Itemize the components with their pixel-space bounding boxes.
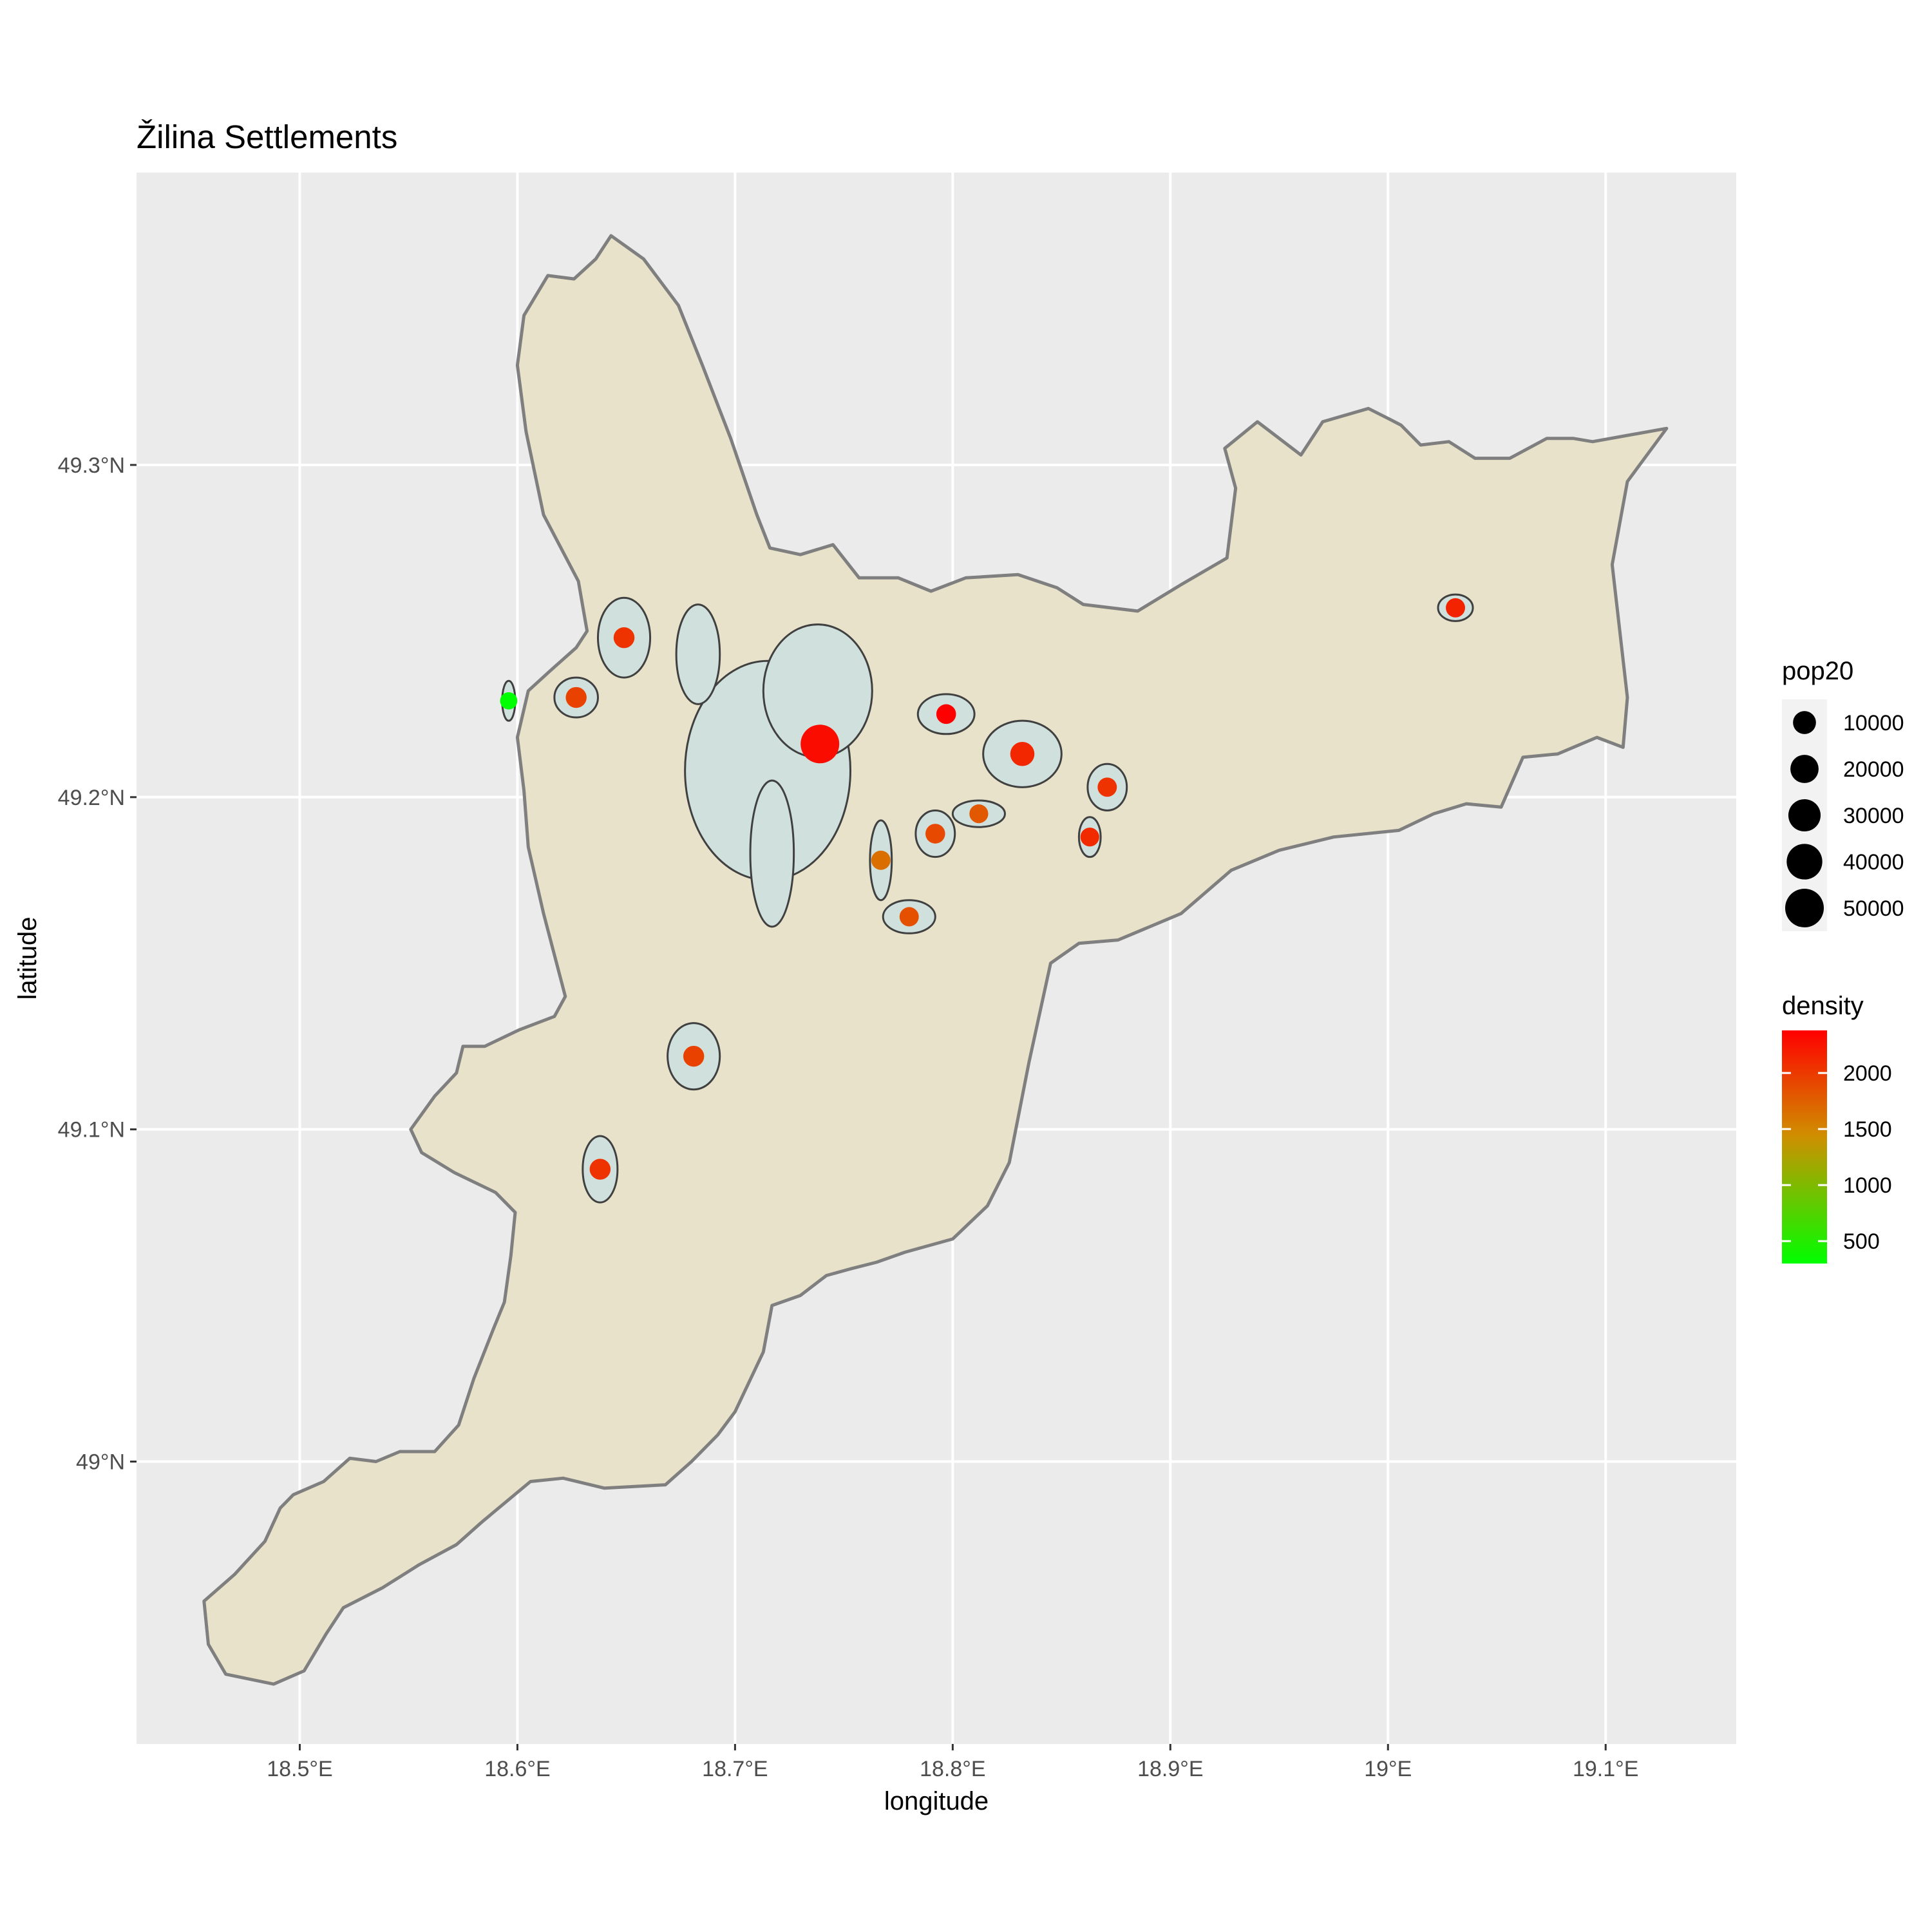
x-tick-label: 18.5°E — [267, 1757, 332, 1781]
size-legend: pop20 10000 20000 30000 40000 50000 — [1782, 657, 1904, 931]
settlement-area — [749, 779, 795, 928]
colorbar-label: 1500 — [1843, 1117, 1892, 1142]
x-tick-label: 18.7°E — [702, 1757, 768, 1781]
x-tick-label: 19.1°E — [1573, 1757, 1638, 1781]
settlement-point — [589, 1159, 611, 1180]
y-axis-label: latitude — [14, 917, 42, 1000]
size-legend-dot — [1790, 755, 1819, 783]
settlement-point — [969, 804, 989, 824]
settlement-point — [871, 850, 891, 870]
settlement-point — [683, 1045, 705, 1067]
settlement-point — [1080, 828, 1099, 847]
settlement-point — [1097, 777, 1117, 797]
settlement-point — [899, 907, 919, 927]
size-legend-label: 20000 — [1843, 757, 1904, 782]
size-legend-title: pop20 — [1782, 657, 1853, 685]
y-tick-label: 49.2°N — [58, 786, 125, 810]
size-legend-label: 10000 — [1843, 711, 1904, 735]
settlement-point — [1446, 598, 1465, 618]
settlement-point — [925, 824, 945, 844]
color-legend-title: density — [1782, 992, 1864, 1020]
x-tick-label: 18.8°E — [920, 1757, 985, 1781]
settlement-areas — [501, 593, 1474, 1204]
region-layer — [202, 234, 1669, 1686]
colorbar-label: 1000 — [1843, 1173, 1892, 1198]
y-axis-ticks: 49°N 49.1°N 49.2°N 49.3°N — [58, 453, 137, 1475]
size-legend-dot — [1785, 889, 1824, 927]
size-legend-dot — [1793, 711, 1816, 734]
size-legend-label: 40000 — [1843, 850, 1904, 875]
settlement-points — [500, 598, 1465, 1180]
chart-title: Žilina Settlements — [137, 118, 397, 155]
x-axis-ticks: 18.5°E 18.6°E 18.7°E 18.8°E 18.9°E 19°E 19.1°E — [267, 1744, 1638, 1781]
settlement-point — [936, 704, 956, 724]
density-colorbar — [1782, 1030, 1827, 1264]
color-legend: density 2000 1500 1000 500 — [1782, 992, 1892, 1264]
region-polygon — [202, 234, 1669, 1686]
settlement-point — [800, 724, 840, 764]
size-legend-dot — [1788, 799, 1821, 832]
settlement-point — [500, 692, 518, 710]
size-legend-dot — [1786, 844, 1823, 880]
colorbar-label: 500 — [1843, 1229, 1880, 1254]
x-tick-label: 19°E — [1364, 1757, 1412, 1781]
size-legend-label: 30000 — [1843, 804, 1904, 828]
x-tick-label: 18.6°E — [484, 1757, 550, 1781]
size-legend-label: 50000 — [1843, 896, 1904, 921]
x-tick-label: 18.9°E — [1137, 1757, 1203, 1781]
y-tick-label: 49.1°N — [58, 1118, 125, 1142]
settlement-point — [565, 687, 587, 708]
settlement-point — [613, 627, 635, 649]
y-tick-label: 49°N — [76, 1450, 125, 1475]
y-tick-label: 49.3°N — [58, 453, 125, 478]
colorbar-label: 2000 — [1843, 1061, 1892, 1086]
settlement-area — [675, 603, 721, 705]
settlement-point — [1010, 741, 1035, 766]
x-axis-label: longitude — [884, 1787, 989, 1815]
